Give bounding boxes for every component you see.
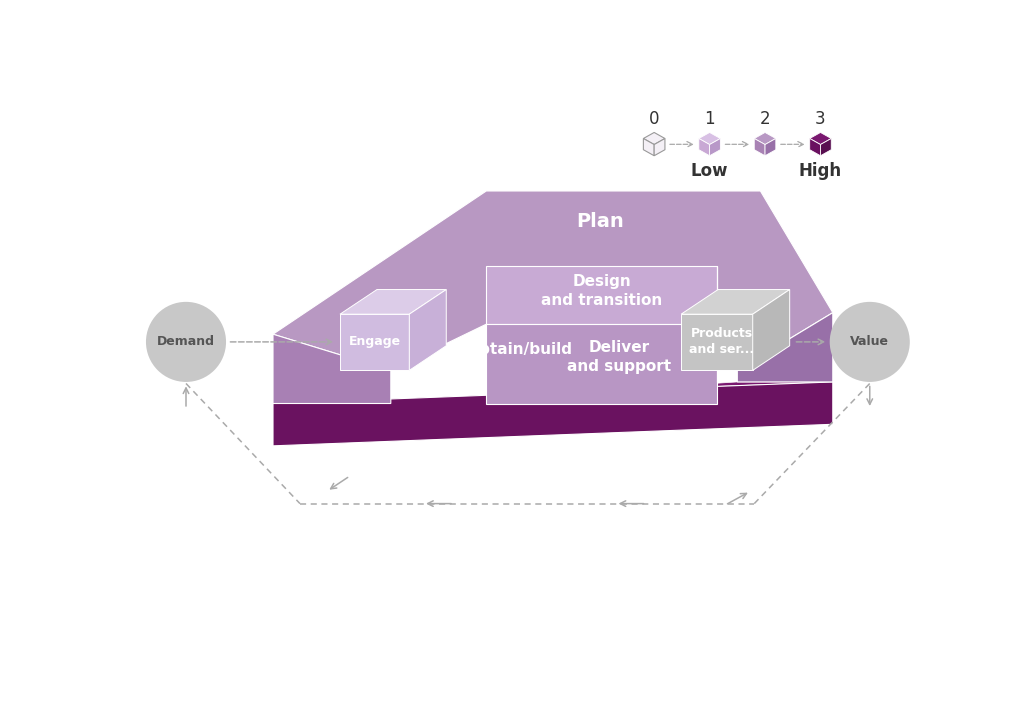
Text: 0: 0	[649, 109, 659, 128]
Text: Engage: Engage	[349, 335, 401, 348]
Polygon shape	[410, 289, 446, 371]
Text: Improve: Improve	[509, 451, 599, 470]
Polygon shape	[820, 138, 831, 156]
Polygon shape	[681, 314, 753, 371]
Text: Plan: Plan	[577, 213, 625, 232]
Ellipse shape	[829, 302, 909, 382]
Polygon shape	[273, 382, 833, 446]
Polygon shape	[737, 313, 833, 382]
Polygon shape	[765, 138, 776, 156]
Polygon shape	[710, 138, 720, 156]
Polygon shape	[698, 138, 710, 156]
Text: 1: 1	[705, 109, 715, 128]
Polygon shape	[810, 133, 831, 145]
Polygon shape	[643, 138, 654, 156]
Polygon shape	[698, 133, 720, 145]
Text: High: High	[799, 162, 842, 179]
Text: Obtain/build: Obtain/build	[466, 342, 572, 357]
Text: Deliver
and support: Deliver and support	[567, 340, 672, 374]
Polygon shape	[273, 334, 391, 404]
Polygon shape	[755, 138, 765, 156]
Polygon shape	[273, 191, 833, 371]
Polygon shape	[486, 266, 717, 324]
Text: Low: Low	[691, 162, 728, 179]
Polygon shape	[273, 382, 833, 404]
Text: 2: 2	[760, 109, 770, 128]
Polygon shape	[340, 289, 446, 314]
Polygon shape	[755, 133, 776, 145]
Polygon shape	[753, 289, 790, 371]
Text: 3: 3	[815, 109, 825, 128]
Polygon shape	[340, 314, 410, 371]
Polygon shape	[681, 289, 790, 314]
Polygon shape	[486, 324, 717, 404]
Polygon shape	[643, 133, 665, 145]
Polygon shape	[810, 138, 820, 156]
Polygon shape	[654, 138, 665, 156]
Text: Demand: Demand	[157, 335, 215, 348]
Text: Products
and ser...: Products and ser...	[689, 328, 755, 357]
Ellipse shape	[146, 302, 226, 382]
Text: Design
and transition: Design and transition	[541, 274, 663, 308]
Text: Value: Value	[850, 335, 889, 348]
